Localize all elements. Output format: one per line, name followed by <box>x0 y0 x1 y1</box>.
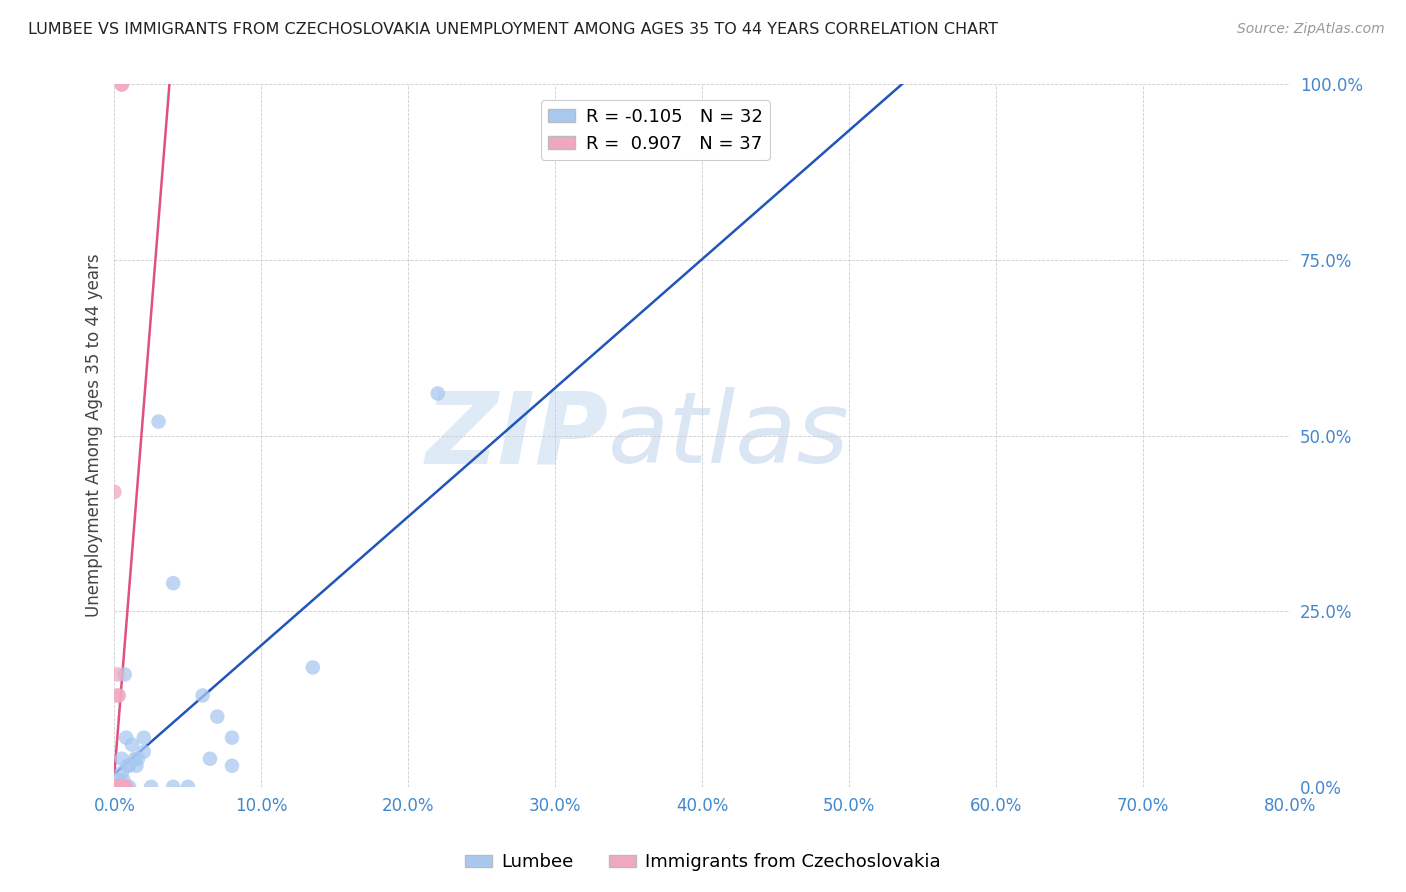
Point <box>103 780 125 794</box>
Point <box>117 758 139 772</box>
Point <box>115 780 138 794</box>
Point <box>105 780 128 794</box>
Point <box>108 689 131 703</box>
Point <box>121 738 143 752</box>
Point <box>103 780 125 794</box>
Point <box>114 667 136 681</box>
Point <box>105 780 128 794</box>
Point <box>132 745 155 759</box>
Point <box>118 758 141 772</box>
Text: ZIP: ZIP <box>425 387 609 484</box>
Point <box>103 780 125 794</box>
Text: Source: ZipAtlas.com: Source: ZipAtlas.com <box>1237 22 1385 37</box>
Point <box>127 752 149 766</box>
Point <box>103 484 125 499</box>
Point <box>110 780 132 794</box>
Point <box>105 780 128 794</box>
Point <box>105 689 128 703</box>
Point <box>105 780 128 794</box>
Point <box>104 780 127 794</box>
Point <box>141 780 163 794</box>
Point <box>108 780 131 794</box>
Point <box>105 780 128 794</box>
Point <box>112 780 135 794</box>
Point <box>111 78 134 92</box>
Point <box>115 780 138 794</box>
Point <box>191 689 214 703</box>
Point <box>111 765 134 780</box>
Legend: Lumbee, Immigrants from Czechoslovakia: Lumbee, Immigrants from Czechoslovakia <box>458 847 948 879</box>
Point <box>111 752 134 766</box>
Point <box>108 772 131 787</box>
Point <box>103 780 125 794</box>
Point <box>105 667 128 681</box>
Point <box>132 731 155 745</box>
Point <box>207 709 229 723</box>
Point <box>103 780 125 794</box>
Y-axis label: Unemployment Among Ages 35 to 44 years: Unemployment Among Ages 35 to 44 years <box>86 254 103 617</box>
Text: LUMBEE VS IMMIGRANTS FROM CZECHOSLOVAKIA UNEMPLOYMENT AMONG AGES 35 TO 44 YEARS : LUMBEE VS IMMIGRANTS FROM CZECHOSLOVAKIA… <box>28 22 998 37</box>
Point <box>115 731 138 745</box>
Point <box>221 758 243 772</box>
Point <box>125 758 148 772</box>
Point <box>426 386 449 401</box>
Point <box>103 780 125 794</box>
Point <box>221 731 243 745</box>
Point <box>124 752 146 766</box>
Point <box>111 78 134 92</box>
Point <box>198 752 221 766</box>
Point <box>148 415 170 429</box>
Point <box>103 780 125 794</box>
Point <box>103 780 125 794</box>
Point <box>110 780 132 794</box>
Point <box>108 780 131 794</box>
Point <box>104 780 127 794</box>
Point <box>114 780 136 794</box>
Point <box>110 780 132 794</box>
Point <box>112 780 135 794</box>
Point <box>104 780 127 794</box>
Point <box>118 780 141 794</box>
Point <box>162 576 184 591</box>
Point <box>104 780 127 794</box>
Point <box>112 772 135 787</box>
Point <box>108 780 131 794</box>
Text: atlas: atlas <box>609 387 849 484</box>
Point <box>112 780 135 794</box>
Point <box>103 780 125 794</box>
Point <box>177 780 200 794</box>
Point <box>162 780 184 794</box>
Point <box>103 780 125 794</box>
Point <box>108 780 131 794</box>
Point <box>301 660 323 674</box>
Point <box>111 780 134 794</box>
Point <box>114 780 136 794</box>
Point <box>104 780 127 794</box>
Legend: R = -0.105   N = 32, R =  0.907   N = 37: R = -0.105 N = 32, R = 0.907 N = 37 <box>541 101 770 160</box>
Point <box>103 780 125 794</box>
